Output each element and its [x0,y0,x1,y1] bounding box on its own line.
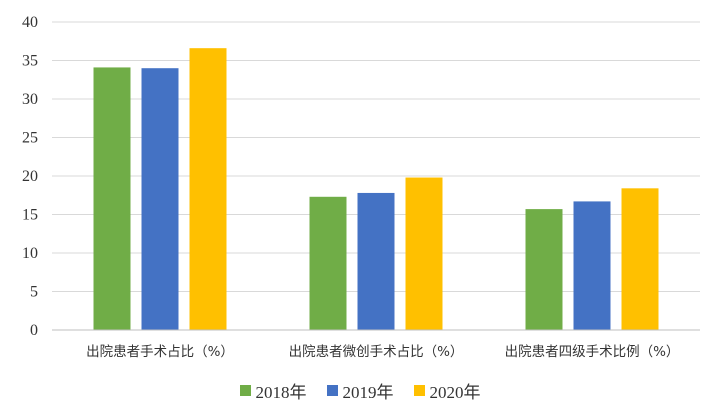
y-tick-label: 35 [22,53,38,70]
legend-swatch [413,385,425,396]
x-category-label: 出院患者手术占比（%） [86,344,234,360]
legend-label: 2019年 [342,383,394,402]
bar [189,48,227,331]
y-axis-ticks: 0 5 10 15 20 25 30 35 40 [22,14,38,339]
bar [141,68,179,330]
legend-item: 2018年 [239,378,307,403]
y-tick-label: 25 [22,130,38,147]
y-tick-label: 10 [22,245,38,262]
bar [525,209,563,330]
bar [357,192,395,330]
y-tick-label: 5 [30,284,38,301]
x-category-label: 出院患者微创手术占比（%） [289,344,464,360]
bar [309,196,347,330]
x-axis-categories: 出院患者手术占比（%） 出院患者微创手术占比（%） 出院患者四级手术比例（%） [86,344,679,360]
bar-chart: 0 5 10 15 20 25 30 35 40 出院患者手术占比（%） 出院患者微创手术占比（%… [22,14,700,360]
y-tick-label: 20 [22,168,38,185]
legend-swatch [326,385,338,396]
bar [93,67,131,331]
legend: 2018年 2019年 2020年 [0,378,720,403]
bar [405,177,443,330]
legend-item: 2020年 [413,378,481,403]
bar [621,188,659,330]
legend-swatch [239,385,251,396]
y-tick-label: 0 [30,322,38,339]
legend-label: 2020年 [429,383,481,402]
bar [573,201,611,330]
legend-item: 2019年 [326,378,394,403]
y-tick-label: 30 [22,91,38,108]
bars [93,48,659,331]
y-tick-label: 40 [22,14,38,31]
legend-label: 2018年 [255,383,307,402]
y-tick-label: 15 [22,207,38,224]
x-category-label: 出院患者四级手术比例（%） [505,344,680,360]
